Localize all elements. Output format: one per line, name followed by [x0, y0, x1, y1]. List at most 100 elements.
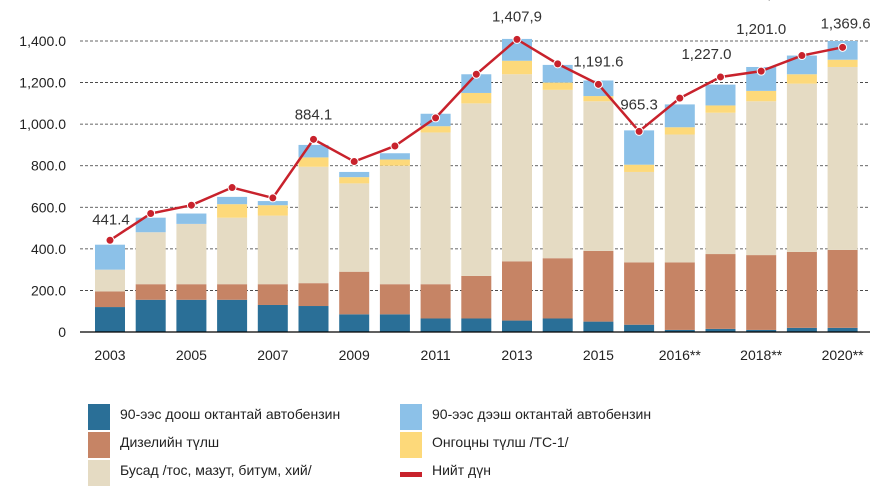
total-value-label: 441.4	[92, 211, 130, 228]
y-tick-label: 1,400.0	[19, 33, 66, 49]
y-axis-labels: 0 200.0 400.0 600.0 800.0 1,000.0 1,200.0 1,400…	[19, 33, 66, 340]
total-point	[756, 66, 766, 76]
total-value-label: 1,255.0	[759, 0, 809, 3]
x-tick-label: 2009	[339, 347, 370, 363]
bar-segment	[583, 250, 614, 322]
total-point	[227, 183, 237, 193]
legend-label: Дизелийн түлш	[120, 434, 219, 450]
bar-segment	[624, 164, 655, 172]
y-tick-label: 1,200.0	[19, 75, 66, 91]
stacked-bars	[95, 38, 858, 332]
bar-segment	[583, 321, 614, 332]
bar-segment	[339, 177, 370, 184]
bar-segment	[502, 74, 532, 262]
bar-segment	[786, 251, 817, 328]
legend-swatch-line	[400, 472, 422, 477]
bar-segment	[542, 89, 573, 259]
total-point	[838, 42, 848, 52]
x-tick-label: 2005	[176, 347, 207, 363]
legend-label: 90-ээс доош октантай автобензин	[120, 406, 340, 422]
x-tick-label: 2003	[94, 347, 125, 363]
bar-segment	[786, 74, 817, 84]
x-tick-label: 2013	[501, 347, 532, 363]
total-point	[390, 141, 400, 151]
x-tick-label: 2016**	[659, 347, 702, 363]
bar-segment	[705, 328, 736, 332]
bar-segment	[827, 66, 858, 250]
total-point	[797, 51, 807, 61]
y-tick-label: 1,000.0	[19, 116, 66, 132]
bar-segment	[95, 307, 125, 332]
bar-segment	[624, 324, 655, 332]
bar-segment	[339, 314, 370, 332]
bar-segment	[827, 327, 858, 332]
bar-segment	[298, 157, 329, 167]
bar-segment	[135, 232, 166, 285]
total-point	[553, 59, 563, 69]
total-point	[105, 235, 115, 245]
y-tick-label: 800.0	[31, 158, 66, 174]
bar-segment	[176, 223, 207, 285]
bar-segment	[217, 196, 248, 205]
y-tick-label: 0	[58, 324, 66, 340]
bar-segment	[339, 183, 370, 272]
bar-segment	[420, 132, 451, 285]
legend-swatch	[400, 432, 422, 458]
total-point	[186, 200, 196, 210]
bar-segment	[542, 258, 573, 319]
bar-segment	[379, 159, 410, 166]
x-axis-labels: 2003 2005 2007 2009 2011 2013 2015 2016** 2018**…	[94, 347, 864, 363]
bar-segment	[135, 284, 166, 300]
legend-swatch	[88, 432, 110, 458]
bar-segment	[502, 60, 532, 75]
bar-segment	[379, 165, 410, 285]
x-tick-label: 2015	[583, 347, 614, 363]
total-point	[268, 193, 278, 203]
total-point	[146, 209, 156, 219]
bar-segment	[664, 134, 695, 263]
bar-segment	[786, 327, 817, 332]
bar-segment	[339, 271, 370, 315]
x-tick-label: 2018**	[740, 347, 783, 363]
bar-segment	[217, 217, 248, 285]
bar-segment	[746, 255, 777, 330]
bar-segment	[95, 244, 125, 270]
bar-segment	[705, 254, 736, 329]
x-tick-label: 2020**	[822, 347, 865, 363]
total-value-label: 1,191.6	[573, 53, 623, 70]
bar-segment	[461, 74, 492, 93]
bar-segment	[461, 318, 492, 332]
bar-segment	[786, 55, 817, 75]
y-tick-label: 200.0	[31, 282, 66, 298]
legend-label: Нийт дүн	[432, 462, 491, 478]
bar-segment	[217, 299, 248, 332]
bar-segment	[176, 284, 207, 300]
bar-segment	[176, 213, 207, 224]
total-line	[105, 34, 848, 245]
bar-segment	[298, 306, 329, 332]
bar-segment	[746, 329, 777, 332]
bar-segment	[420, 318, 451, 332]
total-value-label: 884.1	[295, 106, 333, 123]
total-data-labels: 441.4 884.1 1,407,9 1,191.6 965.3 1,227.0 1,20…	[92, 0, 870, 228]
bar-segment	[257, 215, 288, 285]
bar-segment	[95, 269, 125, 292]
total-point	[471, 69, 481, 79]
bar-segment	[664, 262, 695, 330]
bar-segment	[379, 153, 410, 160]
total-point	[309, 134, 318, 144]
legend-swatch	[88, 460, 110, 486]
total-value-label: 1,201.0	[736, 21, 786, 38]
bar-segment	[257, 205, 288, 216]
total-point	[634, 126, 644, 136]
bar-segment	[583, 96, 614, 102]
bar-segment	[461, 275, 492, 319]
total-value-label: 1,369.6	[821, 15, 871, 32]
legend-label: Онгоцны түлш /ТС-1/	[432, 434, 569, 450]
bar-segment	[257, 284, 288, 305]
bar-segment	[217, 204, 248, 218]
y-tick-label: 600.0	[31, 199, 66, 215]
bar-segment	[746, 90, 777, 102]
bar-segment	[135, 217, 166, 233]
